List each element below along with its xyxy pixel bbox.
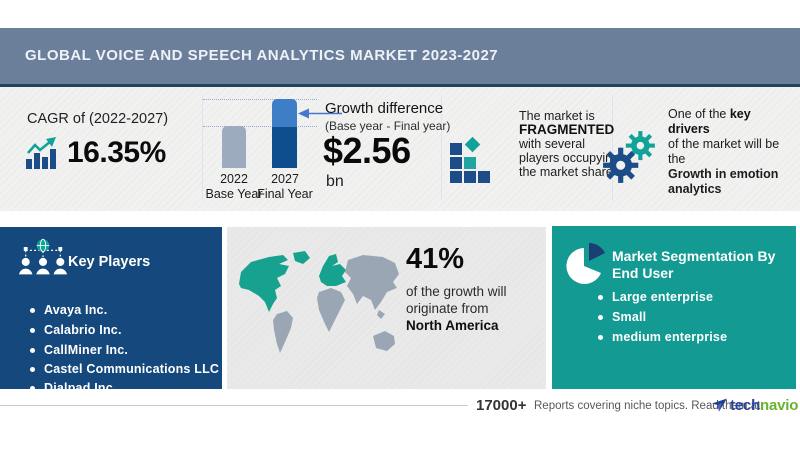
region-line2: originate from [406,301,489,316]
technavio-logo: tech navio [712,397,798,414]
segment-name: Small [612,310,647,324]
growth-difference-subtitle: (Base year - Final year) [325,119,451,133]
divider [612,95,613,201]
key-players-box: Key Players Avaya Inc. Calabrio Inc. Cal… [0,227,222,395]
region-panel: 41% of the growth will originate from No… [227,227,546,389]
list-item: Large enterprise [598,290,713,304]
segmentation-title: Market Segmentation By End User [612,248,787,282]
bullet-icon [598,314,603,320]
map-africa [317,288,345,332]
growth-difference-unit: bn [326,173,344,190]
region-percent: 41% [406,243,465,275]
map-australia [373,331,395,351]
pie-chart-icon [566,243,605,284]
divider [202,95,203,201]
map-asia [345,255,399,310]
key-driver-line1: One of the key drivers [668,107,790,137]
bullet-icon [30,385,35,391]
key-driver-pre: One of the [668,107,730,121]
segmentation-box: Market Segmentation By End User Large en… [552,226,796,389]
fragmented-highlight: FRAGMENTED [519,122,615,137]
list-item: Castel Communications LLC [30,362,219,376]
key-player-name: CallMiner Inc. [44,343,129,357]
growth-difference-value: $2.56 [323,130,411,171]
key-player-name: Dialpad Inc. [44,381,117,395]
growth-difference-title: Growth difference [325,100,444,117]
list-item: Calabrio Inc. [30,323,122,337]
map-south-america [273,311,293,353]
key-driver-bold: key drivers [668,107,751,136]
key-driver-line4: analytics [668,182,722,196]
bar-caption-2027: Final Year [257,187,313,201]
fragmented-line5: the market share [519,165,613,179]
bullet-icon [30,366,35,372]
logo-text-navio: navio [760,397,799,414]
map-southeast-asia [377,310,385,319]
fragmented-line1: The market is [519,109,595,123]
key-players-org-icon [18,238,68,275]
map-greenland [293,251,310,264]
fragmented-squares-icon [450,136,490,183]
region-name: North America [406,318,499,333]
list-item: Dialpad Inc. [30,381,117,395]
technavio-arrow-icon [712,398,727,412]
logo-text-tech: tech [730,397,761,414]
bar-2022 [222,126,246,168]
list-item: medium enterprise [598,330,727,344]
bar-caption-2022: Base Year [205,187,263,201]
segmentation-title-line1: Market Segmentation By [612,248,776,264]
left-arrow-icon [298,108,342,119]
key-driver-line3: Growth in emotion [668,167,779,181]
list-item: Small [598,310,646,324]
bullet-icon [30,307,35,313]
segmentation-title-line2: End User [612,265,674,281]
bullet-icon [598,294,603,300]
key-players-title: Key Players [68,254,151,270]
region-line1: of the growth will [406,284,507,299]
reference-line-final [203,99,317,100]
footer-divider [0,405,468,406]
map-europe [319,254,346,286]
key-player-name: Calabrio Inc. [44,323,122,337]
segment-name: Large enterprise [612,290,714,304]
stats-band: CAGR of (2022-2027) 16.35% 2022 Base Yea… [0,87,800,211]
report-count: 17000+ [476,397,527,414]
reference-line-base [203,126,317,127]
region-text: of the growth will originate from North … [406,283,507,334]
map-north-america [239,255,289,312]
key-driver-line2: of the market will be the [668,137,780,166]
divider [441,95,442,201]
bar-year-2022: 2022 [220,172,248,186]
bar-2027-growth-segment [272,99,297,127]
fragmented-line3: with several [519,137,585,151]
header-bar: GLOBAL VOICE AND SPEECH ANALYTICS MARKET… [0,28,800,87]
cagr-value: 16.35% [67,136,166,169]
bullet-icon [30,327,35,333]
bar-year-2027: 2027 [271,172,299,186]
bar-label-2027: 2027 Final Year [250,172,320,202]
fragmented-text: The market is FRAGMENTED with several pl… [519,109,629,179]
fragmented-line4: players occupying [519,151,620,165]
bullet-icon [598,334,603,340]
key-player-name: Avaya Inc. [44,303,108,317]
segment-name: medium enterprise [612,330,728,344]
page-title: GLOBAL VOICE AND SPEECH ANALYTICS MARKET… [25,47,499,64]
bullet-icon [30,347,35,353]
bar-label-2022: 2022 Base Year [199,172,269,202]
list-item: Avaya Inc. [30,303,107,317]
key-player-name: Castel Communications LLC [44,362,220,376]
bar-chart-growth-icon [26,137,56,169]
key-driver-text: One of the key drivers of the market wil… [668,107,790,197]
list-item: CallMiner Inc. [30,343,128,357]
cagr-label: CAGR of (2022-2027) [27,111,169,127]
footer-text: Reports covering niche topics. Read them… [534,400,761,412]
world-map [239,251,399,353]
bar-2027-base-segment [272,127,297,168]
gears-icon [603,131,655,183]
